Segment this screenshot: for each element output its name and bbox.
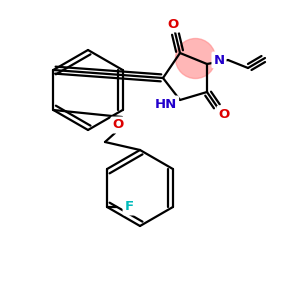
Text: O: O bbox=[218, 107, 230, 121]
Text: F: F bbox=[124, 200, 134, 214]
Text: O: O bbox=[112, 118, 124, 131]
Text: HN: HN bbox=[155, 98, 177, 110]
Text: O: O bbox=[167, 17, 178, 31]
Text: N: N bbox=[213, 53, 225, 67]
Circle shape bbox=[176, 38, 215, 79]
